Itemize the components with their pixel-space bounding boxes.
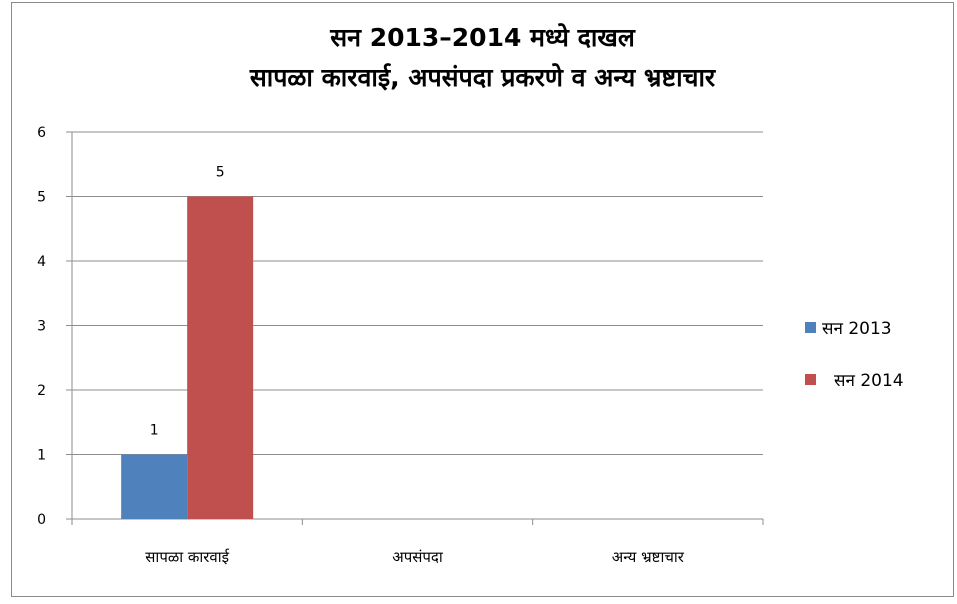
chart-title-line-1: सन 2013–2014 मध्ये दाखल (330, 23, 635, 52)
data-label: 1 (150, 423, 159, 439)
legend-swatch-2014 (805, 373, 816, 385)
bar (187, 196, 254, 519)
x-tick-label: अन्य भ्रष्टाचार (612, 548, 685, 566)
x-tick-label: अपसंपदा (392, 548, 444, 566)
y-tick-label: 5 (37, 190, 46, 206)
x-tick-label: सापळा कारवाई (145, 548, 230, 566)
data-label: 5 (216, 165, 225, 181)
legend-item-2014: सन 2014 (805, 366, 904, 392)
y-tick-label: 6 (37, 125, 46, 141)
legend-swatch-2013 (805, 321, 816, 333)
bar (121, 454, 188, 519)
y-tick-label: 0 (37, 512, 46, 528)
chart-title: सन 2013–2014 मध्ये दाखल सापळा कारवाई, अप… (11, 18, 954, 98)
y-tick-label: 1 (37, 448, 46, 464)
legend-label-2014: सन 2014 (834, 370, 904, 391)
y-tick-label: 3 (37, 319, 46, 335)
legend-label-2013: सन 2013 (822, 318, 892, 339)
y-tick-label: 4 (37, 254, 46, 270)
legend: सन 2013 सन 2014 (805, 314, 904, 418)
legend-item-2013: सन 2013 (805, 314, 904, 340)
y-tick-label: 2 (37, 383, 46, 399)
chart-title-line-2: सापळा कारवाई, अपसंपदा प्रकरणे व अन्य भ्र… (249, 63, 716, 92)
